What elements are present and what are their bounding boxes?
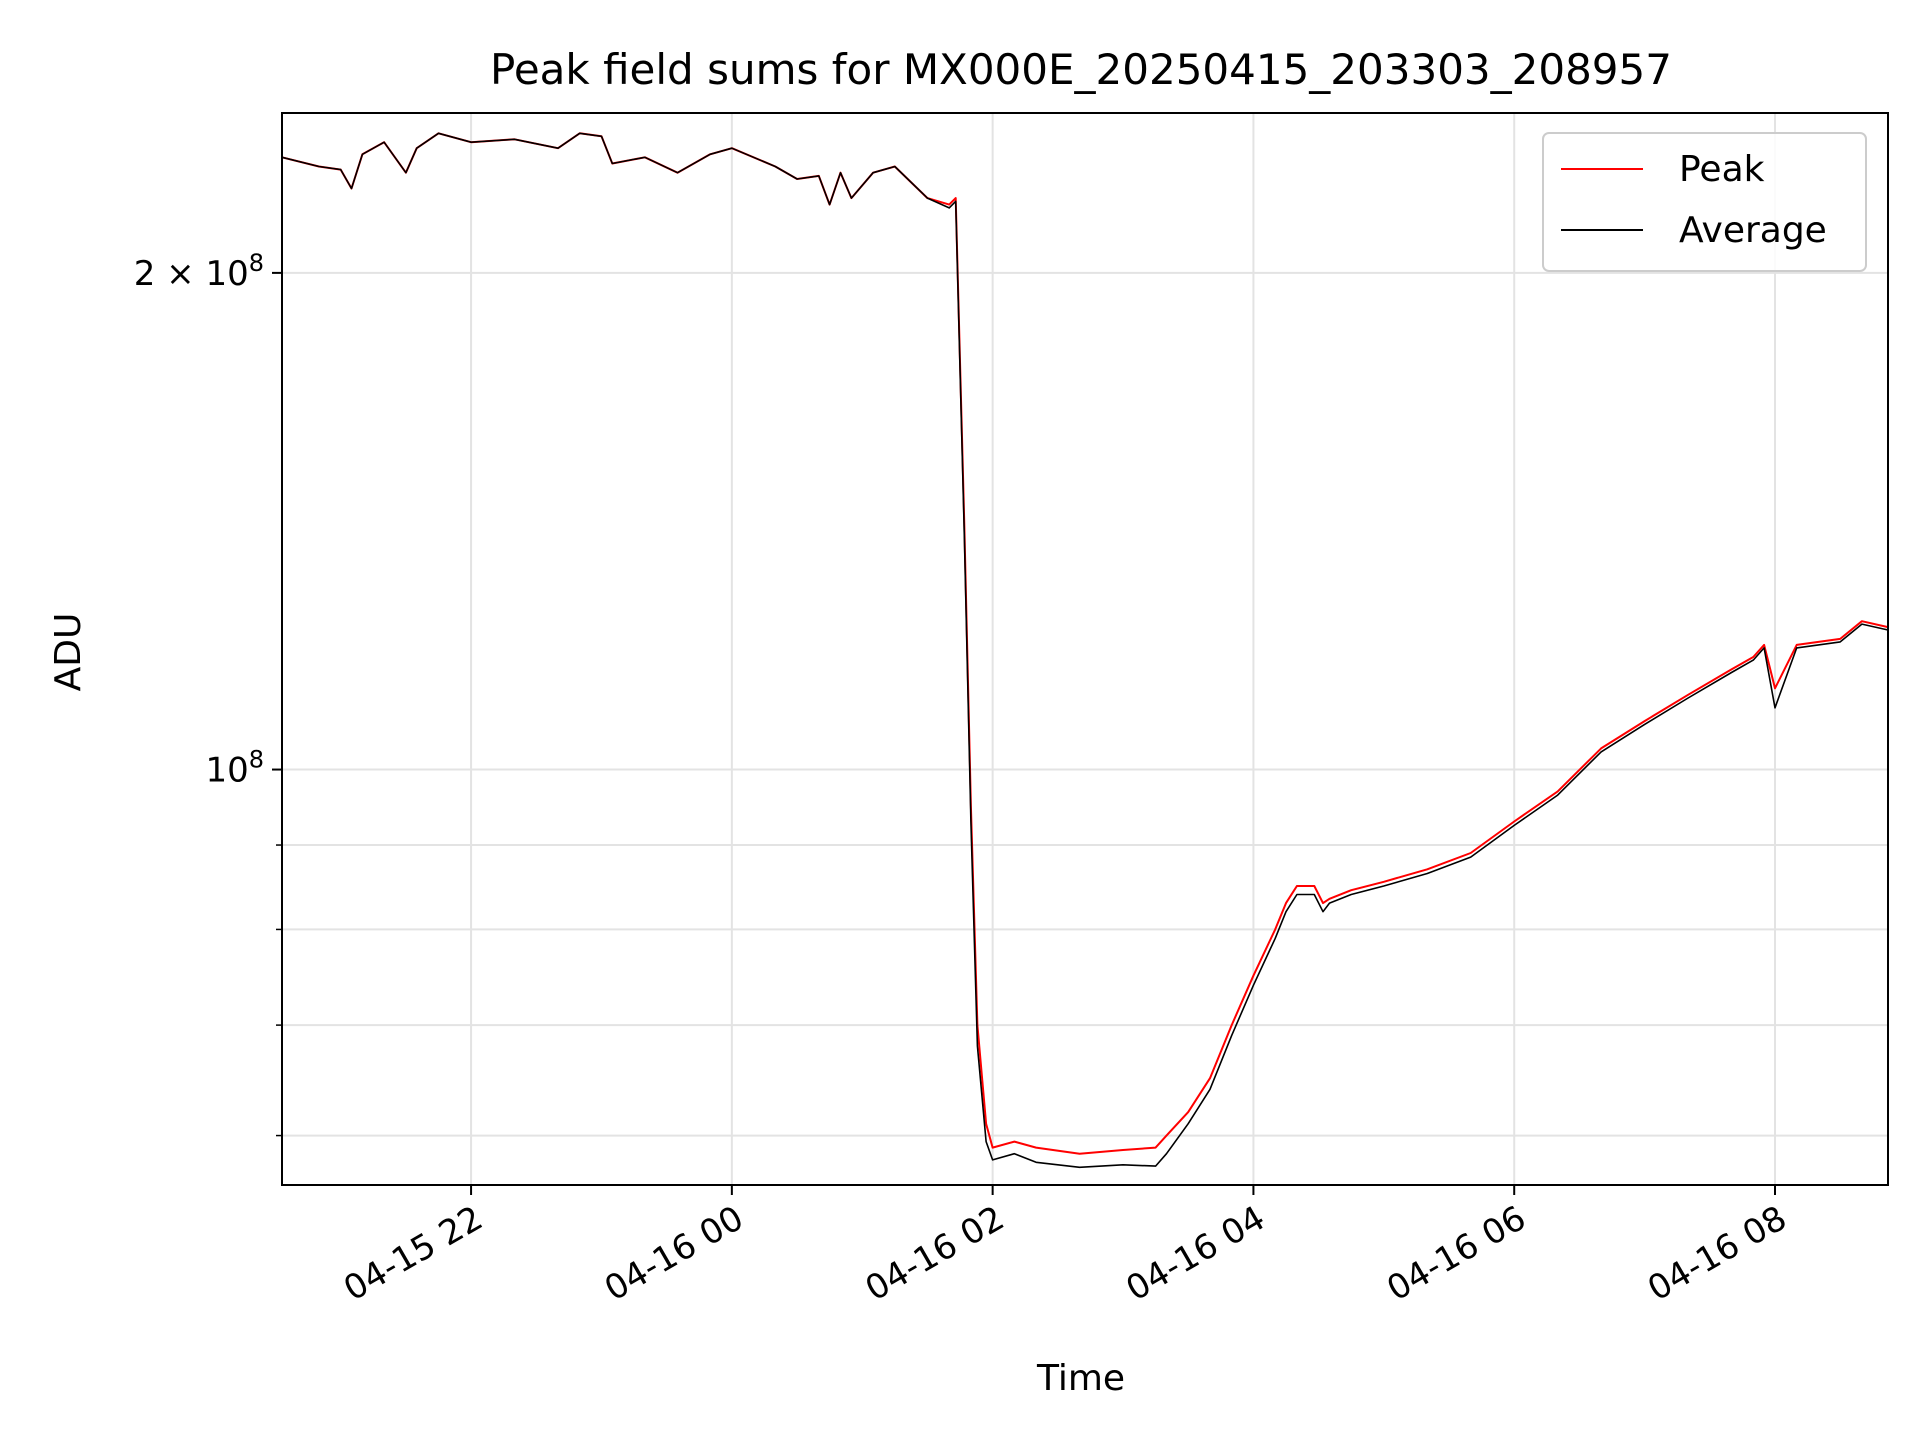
series-layer [281, 132, 1889, 1169]
y-axis-label: ADU [48, 613, 89, 692]
y-tick-label: 2 × 108 [134, 249, 264, 294]
legend-label: Peak [1679, 149, 1765, 190]
grid [282, 113, 1888, 1185]
legend: Peak Average [1542, 132, 1867, 272]
chart-title: Peak field sums for MX000E_20250415_2033… [490, 45, 1672, 94]
legend-label: Average [1679, 210, 1827, 251]
x-axis-label: Time [1036, 1358, 1125, 1399]
series-line-average [281, 132, 1889, 1169]
legend-box [1542, 132, 1867, 272]
axes-frame [281, 112, 1889, 1186]
y-tick-label: 108 [205, 746, 264, 791]
